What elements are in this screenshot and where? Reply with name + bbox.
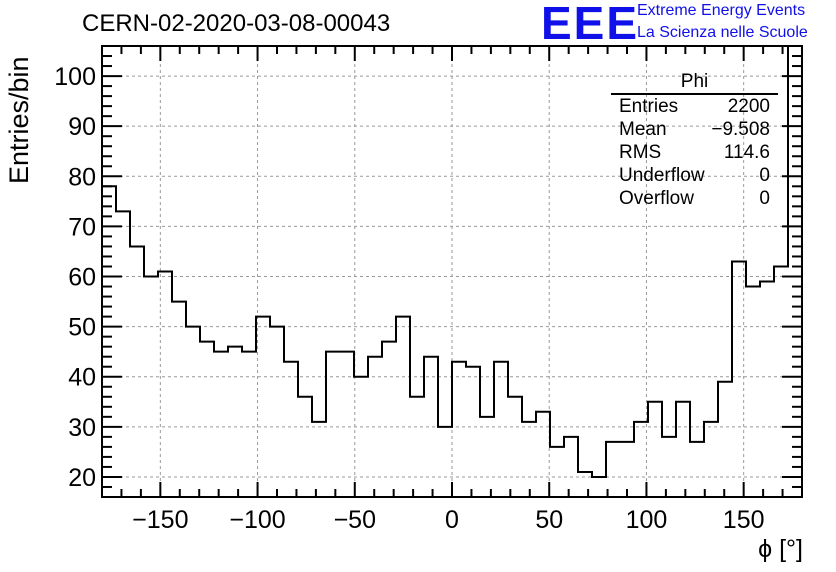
y-tick-label: 20 [68,464,96,492]
x-tick-label: 50 [535,506,563,534]
y-tick-label: 30 [68,414,96,442]
y-tick-label: 70 [68,213,96,241]
stats-label: Entries [619,96,679,117]
stats-value: 0 [759,165,770,186]
stats-value: −9.508 [711,119,770,140]
y-tick-label: 50 [68,314,96,342]
grid-lines [102,46,802,497]
logo-line-1: Extreme Energy Events [637,2,806,19]
y-axis-label: Entries/bin [4,56,34,184]
stats-label: Underflow [619,165,705,186]
stats-label: Overflow [619,188,694,209]
plot-frame [101,45,803,498]
stats-row-entries: Entries 2200 [611,95,778,118]
logo-line-2: La Scienza nelle Scuole [637,24,808,41]
stats-label: Mean [619,119,667,140]
x-tick-label: −100 [229,506,285,534]
eee-logo: EEE [541,0,640,49]
x-tick-label: 100 [626,506,668,534]
y-tick-label: 60 [68,264,96,292]
stats-box: Phi Entries 2200 Mean −9.508 RMS 114.6 U… [611,71,778,210]
x-tick-label: −150 [132,506,188,534]
x-tick-label: −50 [334,506,376,534]
stats-label: RMS [619,142,662,163]
x-tick-label: 150 [723,506,765,534]
stats-value: 2200 [727,96,770,117]
y-tick-label: 100 [54,63,96,91]
stats-row-rms: RMS 114.6 [611,141,778,164]
run-title: CERN-02-2020-03-08-00043 [82,10,391,37]
x-axis-label: ϕ [°] [758,535,803,563]
y-tick-label: 90 [68,113,96,141]
y-tick-label: 80 [68,163,96,191]
stats-title: Phi [611,71,778,95]
stats-row-underflow: Underflow 0 [611,164,778,187]
stats-value: 114.6 [723,142,770,163]
x-tick-label: 0 [445,506,459,534]
stats-row-overflow: Overflow 0 [611,187,778,210]
y-tick-label: 40 [68,364,96,392]
histogram-line [102,45,802,478]
stats-value: 0 [759,188,770,209]
stats-row-mean: Mean −9.508 [611,118,778,141]
tick-labels: −150 −100 −50 0 50 100 150 20 30 40 50 60 70 80 90 100 [54,63,764,534]
axis-ticks [101,46,803,497]
